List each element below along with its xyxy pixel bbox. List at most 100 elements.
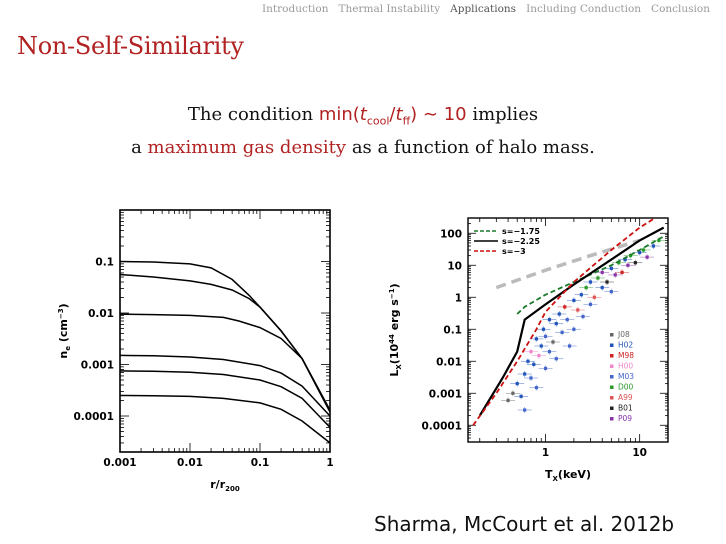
- dataset-label: J08: [617, 330, 630, 339]
- legend-label: s=−2.25: [502, 237, 540, 246]
- data-point: [560, 330, 564, 334]
- plot-frame: [467, 217, 669, 443]
- dataset-label: M03: [618, 372, 634, 381]
- dataset-marker: [610, 333, 614, 337]
- y-tick-label: 10: [447, 260, 462, 272]
- dataset-label: M98: [618, 351, 634, 360]
- model-line-3: [472, 218, 657, 426]
- data-point: [572, 327, 576, 331]
- data-point: [529, 376, 533, 380]
- y-tick-label: 0.01: [88, 308, 114, 320]
- data-point: [626, 263, 630, 267]
- data-point: [584, 286, 588, 290]
- data-point: [641, 248, 646, 252]
- statement-text-end: implies: [466, 104, 539, 125]
- y-tick-label: 0.1: [443, 324, 462, 336]
- data-point: [657, 238, 661, 242]
- dataset-marker: [610, 354, 614, 358]
- data-point: [557, 312, 561, 316]
- dataset-marker: [610, 343, 614, 347]
- data-point: [633, 261, 637, 265]
- data-point: [613, 273, 617, 277]
- data-point: [551, 340, 555, 344]
- data-point: [609, 290, 613, 294]
- dataset-marker: [610, 385, 614, 389]
- citation: Sharma, McCourt et al. 2012b: [374, 512, 675, 536]
- data-point: [592, 295, 596, 299]
- x-tick-label: 0.001: [103, 457, 136, 469]
- density-profile-line-6: [119, 394, 331, 444]
- data-point: [526, 359, 530, 363]
- x-tick-label: 10: [632, 447, 647, 459]
- x-axis-label: r/r200: [210, 478, 240, 493]
- highlight-max-density: maximum gas density: [147, 136, 347, 158]
- nav-item-including-conduction[interactable]: Including Conduction: [526, 3, 642, 15]
- dataset-label: A99: [618, 393, 633, 402]
- lx-tx-chart: 1 10 0.0001 0.001 0.01 0.1 1 10 100 TX(keV) LX(104…: [388, 217, 669, 483]
- dataset-marker: [610, 364, 614, 368]
- data-point: [532, 362, 536, 366]
- density-profile-line-3: [119, 313, 331, 411]
- dataset-marker: [610, 375, 614, 379]
- density-profile-line-2: [119, 273, 331, 413]
- density-profile-line-1: [119, 260, 331, 413]
- data-point: [541, 327, 546, 331]
- math-condition: min(tcool/tff) ∼ 10: [318, 104, 467, 128]
- data-point: [547, 350, 552, 354]
- y-tick-label: 0.0001: [421, 420, 462, 432]
- data-point: [534, 386, 539, 390]
- nav-item-introduction[interactable]: Introduction: [262, 3, 329, 15]
- y-tick-label: 0.0001: [73, 411, 114, 423]
- data-point: [539, 344, 543, 348]
- data-point: [638, 250, 642, 255]
- data-point: [543, 366, 548, 370]
- x-tick-label: 0.1: [251, 457, 270, 469]
- data-point: [605, 280, 609, 284]
- dataset-marker: [610, 417, 614, 421]
- x-tick-label: 0.01: [177, 457, 203, 469]
- y-tick-label: 0.001: [81, 360, 114, 372]
- model-line-1: [516, 235, 665, 315]
- section-nav: Introduction Thermal Instability Applicati…: [252, 3, 710, 15]
- y-tick-label: 100: [440, 228, 462, 240]
- data-point: [523, 372, 527, 376]
- data-point: [617, 261, 621, 265]
- plot-frame: [119, 209, 331, 453]
- y-tick-label: 0.001: [429, 388, 462, 400]
- plot-area: [472, 218, 666, 426]
- data-point: [596, 276, 600, 280]
- data-point: [620, 270, 624, 274]
- dataset-marker: [610, 406, 614, 410]
- y-axis-label: LX(1044 erg s−1): [388, 283, 403, 376]
- nav-item-applications[interactable]: Applications: [450, 3, 517, 15]
- data-point: [534, 337, 539, 341]
- dataset-label: H00: [618, 362, 633, 371]
- data-point: [523, 408, 527, 412]
- data-point: [600, 270, 604, 274]
- statement-text: The condition: [187, 104, 319, 125]
- nav-item-thermal-instability[interactable]: Thermal Instability: [338, 3, 441, 15]
- slide-statement: The condition min(tcool/tff) ∼ 10 implie…: [0, 102, 726, 161]
- x-tick-label: 1: [542, 447, 549, 459]
- data-point: [609, 266, 613, 270]
- y-tick-label: 0.1: [95, 257, 114, 269]
- y-axis-label: ne (cm−3): [57, 303, 72, 358]
- data-point: [547, 318, 552, 322]
- x-tick-label: 1: [326, 457, 333, 469]
- data-point: [519, 394, 523, 398]
- data-point: [554, 357, 558, 361]
- data-point: [576, 308, 580, 312]
- dataset-label: H02: [618, 341, 633, 350]
- data-point: [651, 244, 656, 248]
- dataset-label: D00: [618, 383, 634, 392]
- legend-label: s=−1.75: [502, 227, 540, 236]
- statement-line-1: The condition min(tcool/tff) ∼ 10 implie…: [0, 102, 726, 135]
- dataset-label: P09: [618, 414, 632, 423]
- data-point: [588, 280, 593, 284]
- density-profile-line-5: [119, 370, 331, 428]
- data-point: [623, 258, 627, 262]
- data-point: [645, 255, 649, 259]
- nav-item-conclusion[interactable]: Conclusion: [651, 3, 710, 15]
- model-line-2: [478, 226, 665, 417]
- data-point: [554, 322, 558, 326]
